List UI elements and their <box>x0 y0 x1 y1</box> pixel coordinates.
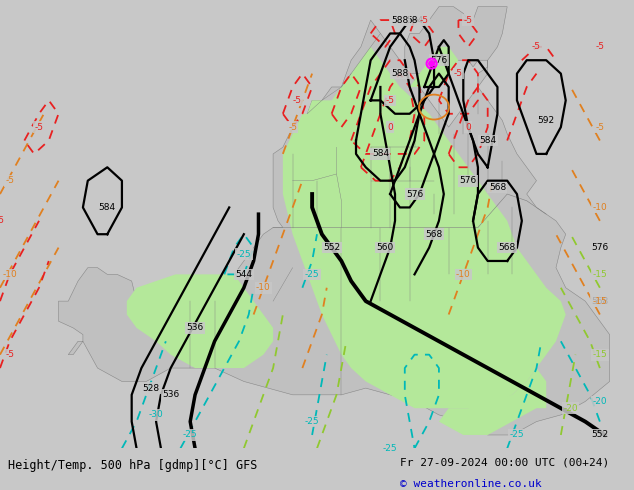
Text: 0: 0 <box>465 122 471 132</box>
Text: -5: -5 <box>595 42 604 51</box>
Text: -25: -25 <box>305 270 320 279</box>
Text: Height/Temp. 500 hPa [gdmp][°C] GFS: Height/Temp. 500 hPa [gdmp][°C] GFS <box>8 459 257 471</box>
Text: 576: 576 <box>460 176 477 185</box>
Text: 576: 576 <box>592 243 609 252</box>
Text: © weatheronline.co.uk: © weatheronline.co.uk <box>400 479 541 489</box>
Text: 536: 536 <box>186 323 204 332</box>
Text: 528: 528 <box>143 384 160 392</box>
Text: -25: -25 <box>305 417 320 426</box>
Text: -15: -15 <box>593 296 607 306</box>
Text: -5: -5 <box>293 96 302 105</box>
Text: 584: 584 <box>406 16 423 24</box>
Text: -5: -5 <box>5 176 14 185</box>
Text: 568: 568 <box>489 183 506 192</box>
Text: -10: -10 <box>456 270 470 279</box>
Polygon shape <box>0 0 634 448</box>
Text: -5: -5 <box>385 96 394 105</box>
Text: 568: 568 <box>498 243 516 252</box>
Text: 552: 552 <box>592 431 609 440</box>
Text: -10: -10 <box>256 283 271 292</box>
Text: -10: -10 <box>593 203 607 212</box>
Polygon shape <box>58 7 610 435</box>
Text: -5: -5 <box>34 122 44 132</box>
Text: -10: -10 <box>3 270 17 279</box>
Text: 588: 588 <box>391 16 408 24</box>
Text: 584: 584 <box>372 149 389 158</box>
Text: -5: -5 <box>0 216 4 225</box>
Text: -25: -25 <box>383 444 398 453</box>
Text: -20: -20 <box>593 397 607 406</box>
Text: 536: 536 <box>162 391 179 399</box>
Text: -25: -25 <box>183 431 198 440</box>
Polygon shape <box>410 47 458 87</box>
Text: 568: 568 <box>425 230 443 239</box>
Text: -5: -5 <box>420 16 429 24</box>
Polygon shape <box>127 274 273 368</box>
Text: -25: -25 <box>510 431 524 440</box>
Text: 584: 584 <box>479 136 496 145</box>
Polygon shape <box>439 368 547 435</box>
Text: -5: -5 <box>463 16 473 24</box>
Text: -20: -20 <box>563 404 578 413</box>
Text: 576: 576 <box>406 190 423 198</box>
Text: -5: -5 <box>5 350 14 359</box>
Text: 0: 0 <box>387 122 393 132</box>
Polygon shape <box>283 47 566 408</box>
Text: -5: -5 <box>595 122 604 132</box>
Text: 592: 592 <box>538 116 555 125</box>
Text: 552: 552 <box>323 243 340 252</box>
Circle shape <box>430 62 433 65</box>
Text: -5: -5 <box>532 42 541 51</box>
Text: 588: 588 <box>391 69 408 78</box>
Text: Fr 27-09-2024 00:00 UTC (00+24): Fr 27-09-2024 00:00 UTC (00+24) <box>400 458 609 468</box>
Text: 576: 576 <box>430 56 448 65</box>
Text: -30: -30 <box>149 411 164 419</box>
Text: -5: -5 <box>288 122 297 132</box>
Text: -15: -15 <box>593 350 607 359</box>
Text: 568: 568 <box>592 296 609 306</box>
Text: 584: 584 <box>99 203 116 212</box>
Text: 560: 560 <box>377 243 394 252</box>
Text: -25: -25 <box>236 250 251 259</box>
Text: -5: -5 <box>454 69 463 78</box>
Text: 544: 544 <box>235 270 252 279</box>
Text: -15: -15 <box>593 270 607 279</box>
